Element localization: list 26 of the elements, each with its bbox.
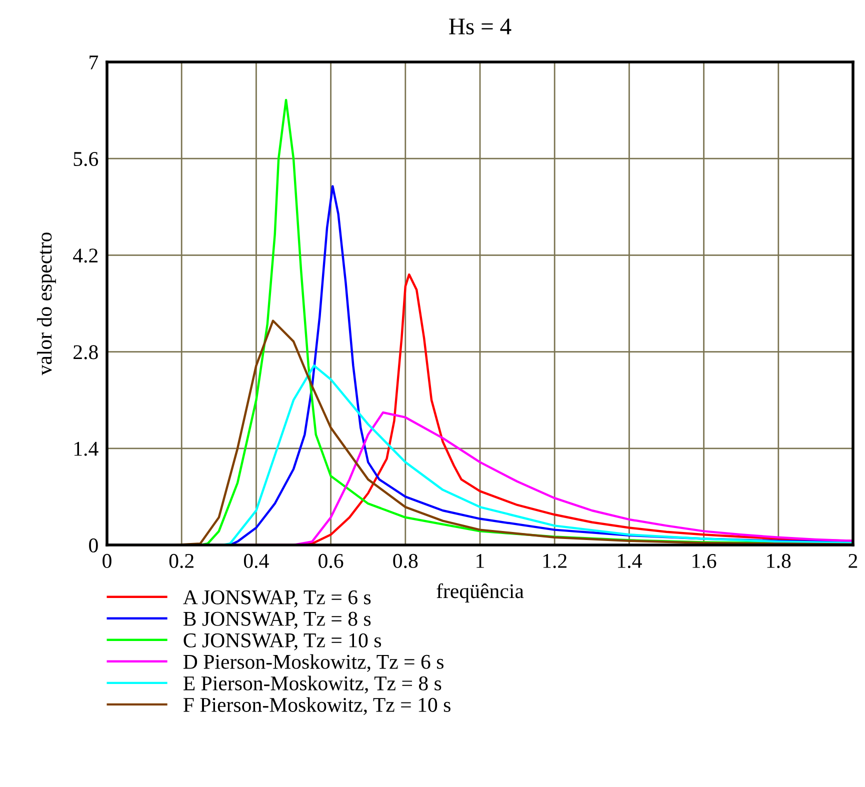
x-tick-label: 1.4 (618, 554, 642, 568)
y-tick-label: 5.6 (74, 152, 98, 166)
x-tick-label: 0.6 (318, 554, 344, 568)
legend-label: F Pierson-Moskowitz, Tz = 10 s (183, 697, 450, 715)
x-tick-label: 0.2 (169, 554, 194, 568)
legend-label: A JONSWAP, Tz = 6 s (183, 590, 371, 608)
x-tick-label: 1.8 (767, 554, 791, 568)
x-tick-label: 0.4 (244, 554, 269, 568)
legend-label: C JONSWAP, Tz = 10 s (184, 633, 382, 650)
legend-label: E Pierson-Moskowitz, Tz = 8 s (183, 676, 442, 694)
y-tick-label: 0 (89, 538, 98, 552)
x-tick-label: 1.6 (692, 554, 716, 568)
y-tick-label: 2.8 (74, 345, 98, 360)
x-tick-label: 2 (848, 554, 858, 568)
x-tick-label: 0.8 (393, 554, 418, 568)
legend-label: B JONSWAP, Tz = 8 s (183, 612, 371, 629)
chart-title: Hs = 4 (449, 18, 512, 34)
y-tick-label: 7 (90, 56, 98, 70)
x-axis-title: freqüência (436, 583, 524, 602)
y-tick-label: 1.4 (74, 442, 98, 456)
legend-label: D Pierson-Moskowitz, Tz = 6 s (183, 654, 444, 672)
y-axis-title: valor do espectro (37, 232, 56, 376)
x-tick-label: 0 (102, 554, 112, 568)
x-tick-label: 1.2 (543, 554, 566, 568)
x-tick-label: 1 (476, 554, 484, 568)
y-tick-label: 4.2 (73, 248, 98, 263)
